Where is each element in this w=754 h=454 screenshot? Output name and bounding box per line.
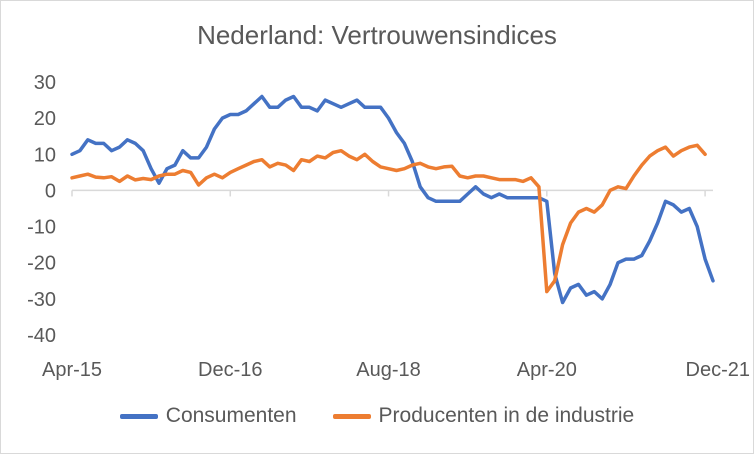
x-tick-label: Dec-16 bbox=[198, 359, 262, 381]
y-tick-label: -20 bbox=[27, 253, 56, 275]
x-tick-labels: Apr-15 Dec-16 Aug-18 Apr-20 Dec-21 bbox=[42, 359, 750, 381]
y-tick-label: -10 bbox=[27, 217, 56, 239]
series-lines bbox=[70, 94, 715, 305]
series-line-producenten bbox=[70, 143, 707, 294]
series-line-consumenten bbox=[70, 94, 715, 305]
axes bbox=[71, 189, 713, 197]
x-tick-label: Apr-20 bbox=[517, 359, 577, 381]
x-tick-label: Apr-15 bbox=[42, 359, 102, 381]
legend-swatch-consumenten bbox=[119, 413, 158, 419]
y-tick-label: 10 bbox=[34, 144, 56, 166]
legend-label-producenten: Producenten in de industrie bbox=[378, 404, 635, 427]
legend-item-consumenten: Consumenten bbox=[119, 404, 297, 428]
legend-label-consumenten: Consumenten bbox=[165, 404, 297, 427]
y-tick-label: 0 bbox=[45, 180, 56, 202]
chart-title: Nederland: Vertrouwensindices bbox=[197, 20, 557, 50]
legend: Consumenten Producenten in de industrie bbox=[0, 398, 754, 434]
x-tick-label: Dec-21 bbox=[686, 359, 750, 381]
y-tick-label: 20 bbox=[34, 108, 56, 130]
y-tick-labels: 30 20 10 0 -10 -20 -30 -40 bbox=[27, 72, 56, 347]
y-tick-label: 30 bbox=[34, 72, 56, 94]
y-tick-label: -30 bbox=[27, 289, 56, 311]
x-tick-label: Aug-18 bbox=[356, 359, 421, 381]
legend-item-producenten: Producenten in de industrie bbox=[332, 404, 635, 428]
legend-swatch-producenten bbox=[332, 413, 371, 419]
y-tick-label: -40 bbox=[27, 325, 56, 347]
